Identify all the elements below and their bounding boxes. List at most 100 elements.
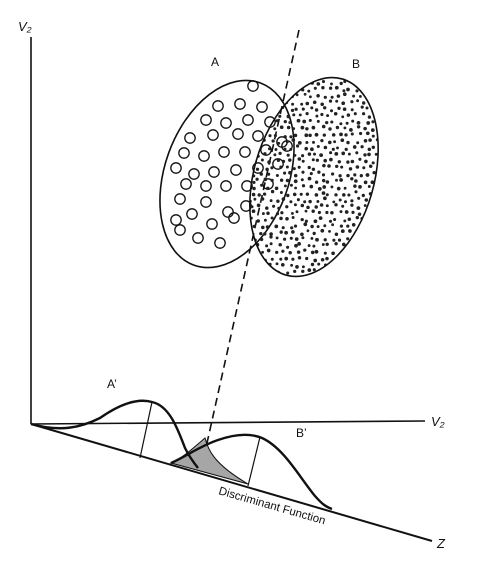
group-b-point: [378, 284, 381, 287]
group-b-point: [334, 112, 338, 116]
group-a-point: [201, 197, 211, 207]
group-b-point: [301, 204, 305, 208]
group-b-point: [245, 244, 249, 248]
group-a-point: [171, 163, 181, 173]
group-b-point: [248, 276, 251, 279]
group-b-point: [285, 217, 289, 221]
group-b-point: [249, 108, 252, 111]
group-b-point: [320, 139, 323, 142]
group-a-observations: [171, 81, 292, 248]
group-b-point: [279, 258, 282, 261]
group-b-point: [379, 225, 382, 228]
group-b-point: [372, 196, 376, 200]
group-b-point: [308, 152, 312, 156]
group-b-point: [288, 158, 291, 161]
group-b-point: [276, 236, 279, 239]
group-b-point: [264, 219, 267, 222]
group-b-point: [262, 263, 266, 267]
group-b-point: [304, 93, 307, 96]
group-b-point: [332, 133, 336, 137]
group-b-point: [302, 184, 305, 187]
group-b-point: [303, 248, 306, 251]
group-b-point: [309, 185, 313, 189]
group-b-point: [258, 73, 261, 76]
horizontal-axis-label: V₂: [431, 414, 445, 429]
group-b-point: [361, 268, 365, 272]
group-a-point: [213, 101, 223, 111]
group-a-point: [181, 179, 191, 189]
group-b-point: [349, 167, 352, 170]
group-b-point: [379, 186, 383, 190]
group-b-point: [350, 177, 353, 180]
group-b-point: [362, 194, 365, 197]
group-b-point: [362, 230, 365, 233]
group-b-point: [369, 244, 373, 248]
group-b-point: [280, 211, 283, 214]
group-b-point: [263, 192, 266, 195]
group-b-point: [274, 225, 278, 229]
group-b-point: [258, 126, 261, 129]
group-b-point: [354, 284, 357, 287]
group-a-point: [175, 225, 185, 235]
group-b-point: [326, 70, 329, 73]
group-b-point: [332, 148, 335, 151]
group-b-point: [264, 177, 268, 181]
group-b-point: [330, 185, 333, 188]
group-b-point: [271, 139, 274, 142]
group-b-point: [344, 200, 347, 203]
group-b-point: [364, 181, 368, 185]
group-b-point: [346, 160, 349, 163]
group-b-point: [299, 76, 303, 80]
group-b-point: [341, 152, 345, 156]
group-b-point: [296, 277, 300, 281]
group-b-point: [324, 276, 328, 280]
group-b-point: [348, 246, 351, 249]
group-b-point: [380, 134, 383, 137]
group-b-point: [377, 257, 381, 261]
group-b-point: [333, 70, 336, 73]
group-b-point: [324, 96, 327, 99]
group-a-point: [209, 167, 219, 177]
group-b-point: [364, 251, 367, 254]
group-b-point: [303, 200, 306, 203]
group-b-point: [378, 128, 381, 131]
group-b-point: [376, 220, 379, 223]
group-b-point: [337, 187, 341, 191]
group-b-point: [316, 200, 319, 203]
group-b-point: [352, 223, 356, 227]
group-a-point: [171, 215, 181, 225]
group-b-point: [274, 69, 278, 73]
group-b-point: [277, 142, 280, 145]
group-b-point: [323, 106, 326, 109]
group-b-point: [276, 174, 279, 177]
group-b-point: [314, 283, 317, 286]
group-b-point: [304, 133, 308, 137]
group-b-point: [355, 242, 359, 246]
group-b-point: [355, 269, 358, 272]
group-b-point: [358, 185, 362, 189]
group-a-point: [257, 102, 267, 112]
group-a-point: [201, 181, 211, 191]
group-b-point: [319, 216, 323, 220]
group-b-point: [356, 216, 359, 219]
group-b-point: [301, 270, 304, 273]
group-b-point: [280, 125, 284, 129]
group-b-point: [333, 73, 336, 76]
group-b-point: [252, 67, 255, 70]
group-b-point: [300, 103, 303, 106]
group-b-point: [352, 251, 355, 254]
group-b-point: [307, 229, 310, 232]
group-b-point: [332, 200, 335, 203]
group-b-point: [318, 67, 322, 71]
group-b-point: [324, 252, 327, 255]
group-b-point: [327, 271, 330, 274]
group-b-point: [260, 184, 263, 187]
group-b-point: [255, 265, 259, 269]
group-b-point: [296, 210, 299, 213]
group-b-point: [278, 243, 282, 247]
group-b-point: [374, 193, 378, 197]
group-b-point: [297, 119, 301, 123]
group-b-point: [364, 160, 368, 164]
group-b-point: [308, 166, 311, 169]
group-b-point: [342, 89, 345, 92]
